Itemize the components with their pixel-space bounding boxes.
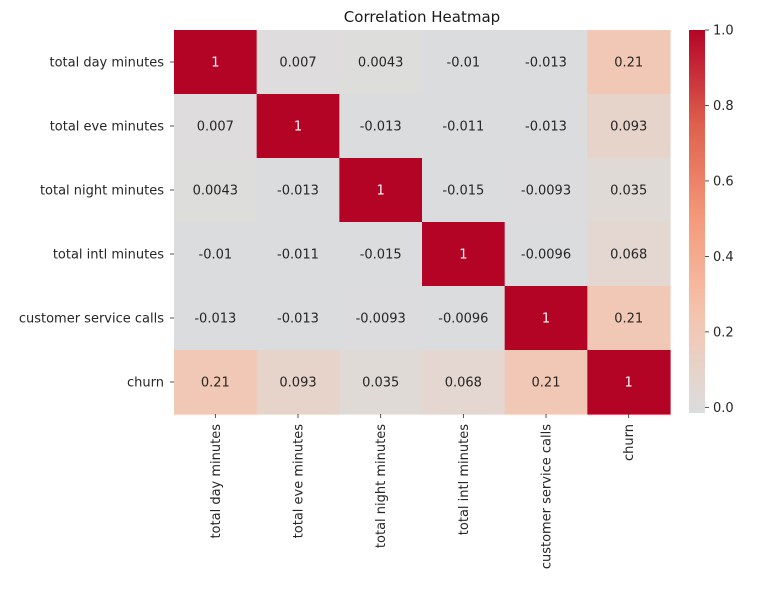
row-label-2: total night minutes (40, 184, 164, 199)
heatmap-cells (174, 30, 671, 415)
colorbar-tick-label-3: 0.6 (713, 174, 734, 189)
cell-annotation-4-0: -0.013 (194, 312, 236, 327)
colorbar-tick-label-2: 0.4 (713, 250, 734, 265)
row-label-0: total day minutes (49, 56, 164, 71)
colorbar-ticks: 0.0 0.2 0.4 0.6 0.8 1.0 (705, 24, 734, 416)
cell-annotation-5-3: 0.068 (445, 376, 482, 391)
heatmap-cell-0-1 (256, 30, 340, 95)
heatmap-cell-5-5 (587, 350, 671, 415)
heatmap-cell-3-5 (587, 222, 671, 287)
cell-annotation-0-1: 0.007 (279, 56, 316, 71)
cell-annotation-5-1: 0.093 (279, 376, 316, 391)
heatmap-cell-3-3 (422, 222, 506, 287)
column-label-0: total day minutes (209, 424, 224, 539)
cell-annotation-4-3: -0.0096 (438, 312, 488, 327)
heatmap-cell-4-2 (339, 286, 423, 351)
cell-annotation-0-0: 1 (211, 56, 219, 71)
heatmap-cell-0-3 (422, 30, 506, 95)
row-label-3: total intl minutes (53, 248, 164, 263)
cell-annotation-3-0: -0.01 (199, 248, 233, 263)
cell-annotation-2-3: -0.015 (442, 184, 484, 199)
heatmap-cell-3-4 (504, 222, 588, 287)
cell-annotation-4-4: 1 (542, 312, 550, 327)
column-label-4: customer service calls (540, 424, 555, 569)
cell-annotation-2-0: 0.0043 (193, 184, 239, 199)
heatmap-cell-2-3 (422, 158, 506, 223)
cell-annotation-5-2: 0.035 (362, 376, 399, 391)
cell-annotation-2-2: 1 (377, 184, 385, 199)
heatmap-cell-1-5 (587, 94, 671, 159)
heatmap-cell-2-0 (174, 158, 258, 223)
heatmap-cell-2-5 (587, 158, 671, 223)
heatmap-cell-4-4 (504, 286, 588, 351)
column-label-3: total intl minutes (457, 424, 472, 535)
cell-annotation-4-2: -0.0093 (356, 312, 406, 327)
column-label-5: churn (622, 424, 637, 461)
heatmap-cell-1-3 (422, 94, 506, 159)
heatmap-cell-2-2 (339, 158, 423, 223)
heatmap-cell-0-4 (504, 30, 588, 95)
cell-annotation-0-3: -0.01 (447, 56, 481, 71)
column-tick-labels: total day minutes total eve minutes total … (209, 414, 637, 569)
cell-annotation-1-0: 0.007 (197, 120, 234, 135)
cell-annotation-2-5: 0.035 (610, 184, 647, 199)
heatmap-cell-4-5 (587, 286, 671, 351)
cell-annotation-1-1: 1 (294, 120, 302, 135)
cell-annotation-3-1: -0.011 (277, 248, 319, 263)
heatmap-cell-5-2 (339, 350, 423, 415)
cell-annotation-0-2: 0.0043 (358, 56, 404, 71)
heatmap-cell-2-4 (504, 158, 588, 223)
cell-annotation-5-4: 0.21 (532, 376, 561, 391)
colorbar (689, 30, 705, 413)
cell-annotation-0-5: 0.21 (614, 56, 643, 71)
heatmap-cell-5-1 (256, 350, 340, 415)
row-tick-labels: total day minutes total eve minutes total … (19, 56, 174, 391)
cell-annotation-4-5: 0.21 (614, 312, 643, 327)
cell-annotation-2-1: -0.013 (277, 184, 319, 199)
heatmap-cell-0-2 (339, 30, 423, 95)
row-label-4: customer service calls (19, 312, 164, 327)
cell-annotation-1-3: -0.011 (442, 120, 484, 135)
heatmap-cell-4-0 (174, 286, 258, 351)
heatmap-cell-5-4 (504, 350, 588, 415)
cell-annotation-1-4: -0.013 (525, 120, 567, 135)
heatmap-cell-3-2 (339, 222, 423, 287)
row-label-1: total eve minutes (50, 120, 165, 135)
heatmap-cell-1-2 (339, 94, 423, 159)
heatmap-cell-3-0 (174, 222, 258, 287)
chart-title: Correlation Heatmap (344, 8, 500, 26)
cell-annotation-3-3: 1 (459, 248, 467, 263)
heatmap-cell-2-1 (256, 158, 340, 223)
heatmap-cell-1-4 (504, 94, 588, 159)
cell-annotation-0-4: -0.013 (525, 56, 567, 71)
cell-annotation-4-1: -0.013 (277, 312, 319, 327)
heatmap-cell-0-0 (174, 30, 258, 95)
heatmap-cell-1-1 (256, 94, 340, 159)
heatmap-cell-1-0 (174, 94, 258, 159)
column-label-2: total night minutes (374, 424, 389, 548)
heatmap-cell-5-3 (422, 350, 506, 415)
colorbar-tick-label-5: 1.0 (713, 24, 734, 39)
heatmap-cell-0-5 (587, 30, 671, 95)
colorbar-tick-label-4: 0.8 (713, 99, 734, 114)
cell-annotation-3-4: -0.0096 (521, 248, 571, 263)
heatmap-cell-5-0 (174, 350, 258, 415)
cell-annotation-1-2: -0.013 (360, 120, 402, 135)
cell-annotation-2-4: -0.0093 (521, 184, 571, 199)
cell-annotation-1-5: 0.093 (610, 120, 647, 135)
heatmap-cell-4-1 (256, 286, 340, 351)
cell-annotation-5-0: 0.21 (201, 376, 230, 391)
heatmap-cell-3-1 (256, 222, 340, 287)
cell-annotation-5-5: 1 (625, 376, 633, 391)
colorbar-tick-label-0: 0.0 (713, 401, 734, 416)
row-label-5: churn (127, 376, 164, 391)
heatmap-cell-4-3 (422, 286, 506, 351)
heatmap-annotations: 1 0.007 0.0043 -0.01 -0.013 0.21 0.007 1 -0.013 -… (193, 56, 648, 391)
colorbar-tick-label-1: 0.2 (713, 325, 734, 340)
cell-annotation-3-2: -0.015 (360, 248, 402, 263)
cell-annotation-3-5: 0.068 (610, 248, 647, 263)
column-label-1: total eve minutes (292, 424, 307, 539)
